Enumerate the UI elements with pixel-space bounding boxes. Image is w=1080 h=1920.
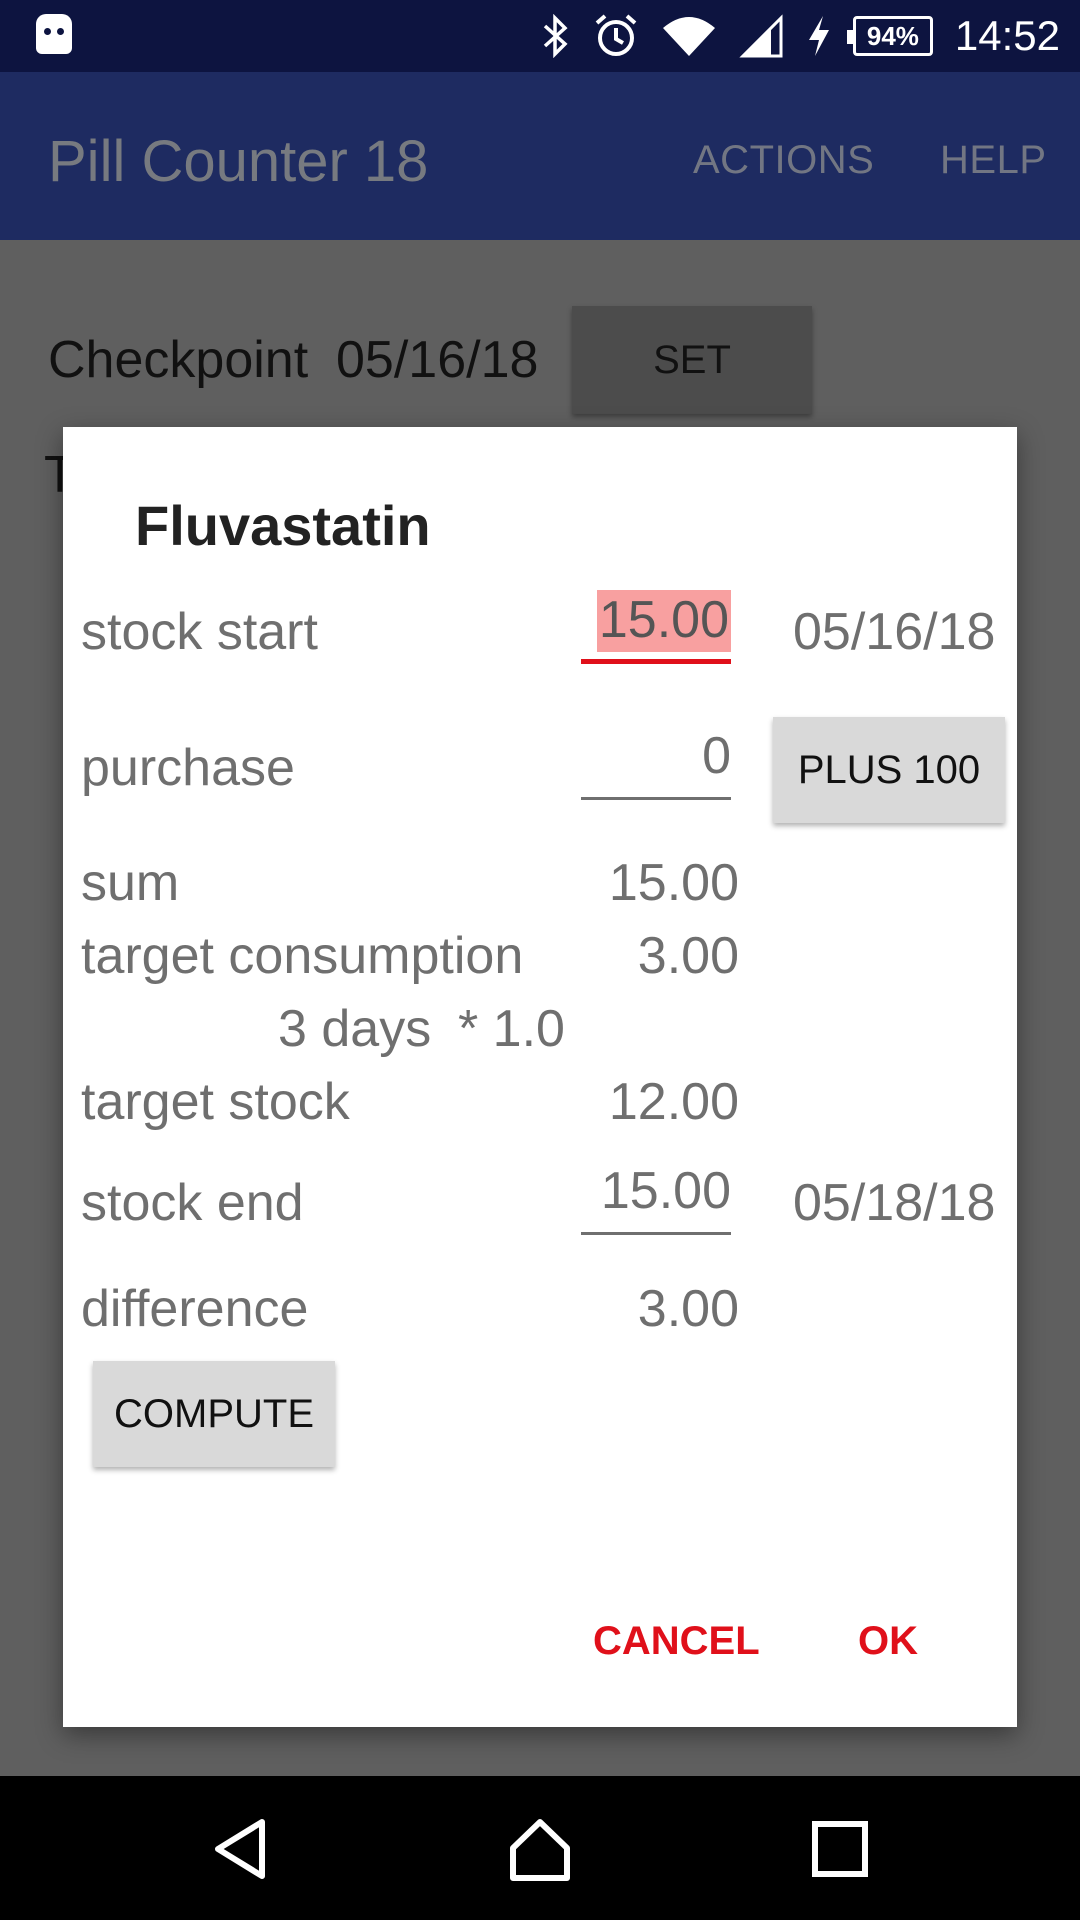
target-consumption-value: 3.00	[637, 927, 739, 985]
help-menu[interactable]: HELP	[940, 138, 1047, 182]
factor-text: * 1.0	[458, 1000, 565, 1058]
difference-label: difference	[81, 1280, 309, 1338]
back-icon[interactable]	[206, 1814, 276, 1884]
plus-100-button[interactable]: PLUS 100	[773, 717, 1005, 823]
android-notification-icon	[36, 14, 72, 54]
stock-start-label: stock start	[81, 603, 318, 661]
home-icon[interactable]	[505, 1814, 575, 1884]
target-consumption-label: target consumption	[81, 927, 524, 985]
target-stock-value: 12.00	[608, 1073, 739, 1131]
stock-end-input[interactable]: 15.00	[581, 1161, 731, 1235]
clock: 14:52	[954, 12, 1060, 59]
charging-icon	[808, 16, 829, 56]
stock-start-input[interactable]: 15.00	[581, 590, 731, 664]
navigation-bar	[0, 1776, 1080, 1920]
cell-signal-icon	[739, 14, 783, 58]
alarm-icon	[595, 14, 637, 56]
recents-icon[interactable]	[805, 1814, 875, 1884]
cancel-button[interactable]: CANCEL	[593, 1619, 760, 1663]
stock-start-date: 05/16/18	[793, 603, 996, 661]
compute-button[interactable]: COMPUTE	[93, 1361, 335, 1467]
battery-indicator: 94%	[846, 16, 933, 56]
checkpoint-label: Checkpoint	[48, 331, 309, 389]
status-icons: 94% 14:52	[541, 0, 1060, 72]
sum-value: 15.00	[608, 854, 739, 912]
status-bar: 94% 14:52	[0, 0, 1080, 72]
difference-value: 3.00	[637, 1280, 739, 1338]
sum-label: sum	[81, 854, 180, 912]
set-button[interactable]: SET	[572, 306, 812, 414]
dialog-title: Fluvastatin	[135, 494, 431, 557]
ok-button[interactable]: OK	[858, 1619, 918, 1663]
purchase-label: purchase	[81, 739, 295, 797]
target-stock-label: target stock	[81, 1073, 350, 1131]
app-bar: Pill Counter 18 ACTIONS HELP	[0, 72, 1080, 240]
days-text: 3 days	[278, 1000, 432, 1058]
stock-end-date: 05/18/18	[793, 1174, 996, 1232]
actions-menu[interactable]: ACTIONS	[693, 138, 875, 182]
app-title: Pill Counter 18	[48, 129, 429, 194]
medication-dialog: Fluvastatin stock start 15.00 05/16/18 p…	[63, 427, 1017, 1727]
stock-end-label: stock end	[81, 1174, 304, 1232]
purchase-input[interactable]: 0	[581, 726, 731, 800]
checkpoint-date: 05/16/18	[336, 331, 539, 389]
bluetooth-icon	[543, 14, 568, 58]
wifi-icon	[662, 17, 715, 56]
